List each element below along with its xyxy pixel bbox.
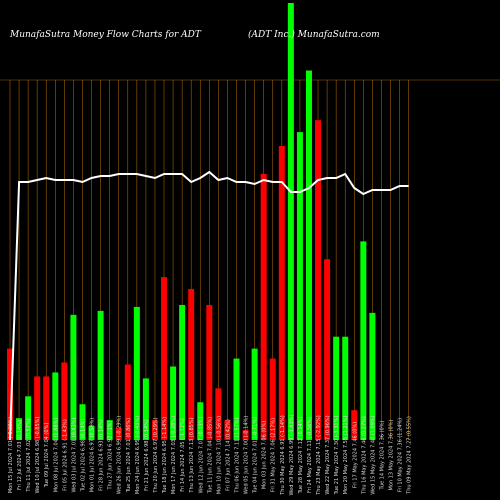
x-tick-label: Fri 17 May 2024 7.46 (0%) xyxy=(352,422,358,488)
chart-subtitle: (ADT Inc.) MunafaSutra.com xyxy=(248,29,380,40)
x-tick-label: Mon 20 May 2024 7.55 (1.21%) xyxy=(343,416,349,495)
money-flow-bar xyxy=(88,426,95,440)
x-tick-label: Tue 25 Jun 2024 7.01 (0.86%) xyxy=(126,418,132,493)
x-tick-label: Wed 26 Jun 2024 6.99 (-0.29%) xyxy=(117,416,123,495)
money-flow-bar xyxy=(97,310,104,440)
money-flow-bar xyxy=(188,289,195,440)
x-tick-label: Wed 05 Jun 2024 7.00 (-0.14%) xyxy=(244,416,250,495)
money-flow-bar xyxy=(25,396,32,440)
x-tick-label: Fri 10 May 2024 7.36 (1.24%) xyxy=(398,418,404,492)
x-tick-label: Mon 08 Jul 2024 7.04 (1.88%) xyxy=(53,418,59,493)
x-tick-label: Tue 09 Jul 2024 7.04 (0%) xyxy=(44,423,50,489)
x-tick-label: Mon 15 Jul 2024 7.01 (-0.28%) xyxy=(8,417,14,493)
x-tick-label: Thu 23 May 2024 7.15 (-2.92%) xyxy=(316,415,322,496)
money-flow-bar xyxy=(170,366,177,440)
x-tick-label: Thu 13 Jun 2024 7.13 (0.85%) xyxy=(189,417,195,493)
x-tick-label: Tue 28 May 2024 7.12 (0.14%) xyxy=(298,417,304,495)
money-flow-bar xyxy=(324,259,331,440)
x-tick-label: Mon 24 Jun 2024 6.95 (-0.43%) xyxy=(135,416,141,494)
money-flow-bar xyxy=(206,304,213,440)
x-tick-label: Wed 12 Jun 2024 7.07 (0.43%) xyxy=(198,417,204,494)
x-tick-label: Mon 03 Jun 2024 7.06 (0%) xyxy=(262,421,268,489)
price-line-series xyxy=(9,170,409,441)
money-flow-bar xyxy=(351,410,358,440)
bar-series xyxy=(7,3,376,440)
x-tick-label: Thu 27 Jun 2024 6.92 (-1%) xyxy=(108,420,114,490)
money-flow-bar xyxy=(151,420,158,440)
x-tick-label: Wed 15 May 2024 7.44 (1.09%) xyxy=(370,415,376,494)
money-flow-bar xyxy=(179,304,186,440)
money-flow-bar xyxy=(278,146,285,440)
money-flow-bar xyxy=(124,364,131,440)
x-tick-label: Thu 09 May 2024 7.27 (0.55%) xyxy=(407,416,413,495)
x-tick-label: Fri 07 Jun 2024 7.14 (0.42%) xyxy=(225,419,231,491)
x-tick-label: Mon 01 Jul 2024 6.97 (0.58%) xyxy=(90,418,96,493)
money-flow-bar xyxy=(70,314,77,440)
money-flow-bar xyxy=(7,348,13,440)
money-flow-bar xyxy=(34,376,41,440)
money-flow-bar xyxy=(52,372,59,440)
money-flow-bar xyxy=(333,336,340,440)
money-flow-bar xyxy=(133,306,140,440)
money-flow-bar xyxy=(197,402,204,440)
money-flow-bar xyxy=(233,358,240,440)
money-flow-bar xyxy=(305,70,312,440)
money-flow-bar xyxy=(142,378,149,440)
money-flow-bar xyxy=(315,120,322,440)
money-flow-bar xyxy=(296,132,303,440)
x-tick-label: Wed 03 Jul 2024 7.01 (0.43%) xyxy=(71,418,77,493)
x-tick-label: Tue 02 Jul 2024 6.98 (0.14%) xyxy=(80,419,86,493)
money-flow-bar xyxy=(242,430,249,440)
x-tick-label: Tue 14 May 2024 7.36 (0%) xyxy=(379,421,385,491)
x-tick-label: Mon 17 Jun 2024 7.03 (-0.28%) xyxy=(171,416,177,494)
x-tick-label: Fri 24 May 2024 7.11 (-0.56%) xyxy=(307,417,313,493)
x-tick-label: Wed 29 May 2024 6.99 (-1.83%) xyxy=(289,414,295,495)
x-tick-label: Mon 13 May 2024 7.36 (0%) xyxy=(389,420,395,491)
money-flow-bar xyxy=(61,362,68,440)
x-tick-label: Fri 21 Jun 2024 6.98 (0.14%) xyxy=(144,419,150,491)
x-tick-label: Tue 11 Jun 2024 7.04 (-0.85%) xyxy=(207,417,213,494)
money-flow-bar xyxy=(16,418,23,440)
x-tick-label: Fri 31 May 2024 7.06 (2.17%) xyxy=(271,418,277,492)
x-tick-label: Fri 28 Jun 2024 6.93 (0.14%) xyxy=(99,419,105,491)
x-tick-label: Fri 14 Jun 2024 7.05 (-1.12%) xyxy=(180,418,186,492)
money-flow-bar xyxy=(287,3,294,440)
money-flow-bar xyxy=(115,428,122,440)
x-tick-label: Thu 16 May 2024 7.46 (0.27%) xyxy=(361,416,367,495)
chart-title: MunafaSutra Money Flow Charts for ADT xyxy=(9,30,202,40)
money-flow-bar xyxy=(106,420,113,440)
money-flow-bar xyxy=(260,173,267,440)
x-tick-label: Thu 06 Jun 2024 7.11 (1.57%) xyxy=(235,417,241,493)
money-flow-bar xyxy=(79,404,86,440)
x-tick-label: Fri 12 Jul 2024 7.03 (0.14%) xyxy=(17,420,23,490)
x-tick-label: Thu 20 Jun 2024 6.97 (0.29%) xyxy=(153,417,159,493)
x-tick-label: Tue 18 Jun 2024 6.95 (-1.14%) xyxy=(162,417,168,494)
x-tick-label: Tue 04 Jun 2024 7.01 (-0.71%) xyxy=(253,417,259,494)
x-tick-label: Thu 11 Jul 2024 7.02 (0.57%) xyxy=(26,418,32,492)
money-flow-bar xyxy=(43,376,50,440)
x-tick-label: Fri 05 Jul 2024 6.91 (-1.43%) xyxy=(62,419,68,491)
x-tick-labels: Mon 15 Jul 2024 7.01 (-0.28%) Fri 12 Jul … xyxy=(8,414,413,495)
money-flow-bar xyxy=(161,277,168,440)
money-flow-bar xyxy=(269,358,276,440)
x-tick-label: Mon 10 Jun 2024 7.10 (-0.56%) xyxy=(216,416,222,494)
x-tick-label: Wed 10 Jul 2024 6.98 (-0.85%) xyxy=(35,417,41,494)
money-flow-bar xyxy=(251,348,258,440)
x-tick-label: Tue 21 May 2024 7.30 (-3.31%) xyxy=(334,416,340,496)
x-tick-label: Thu 30 May 2024 6.91 (-1.14%) xyxy=(280,415,286,496)
money-flow-bar xyxy=(224,420,231,440)
x-tick-label: Wed 22 May 2024 7.37 (0.96%) xyxy=(325,415,331,494)
price-line xyxy=(9,170,409,441)
money-flow-bar xyxy=(360,241,367,440)
money-flow-bar xyxy=(215,388,222,440)
money-flow-bar xyxy=(342,336,349,440)
money-flow-bar xyxy=(369,312,376,440)
